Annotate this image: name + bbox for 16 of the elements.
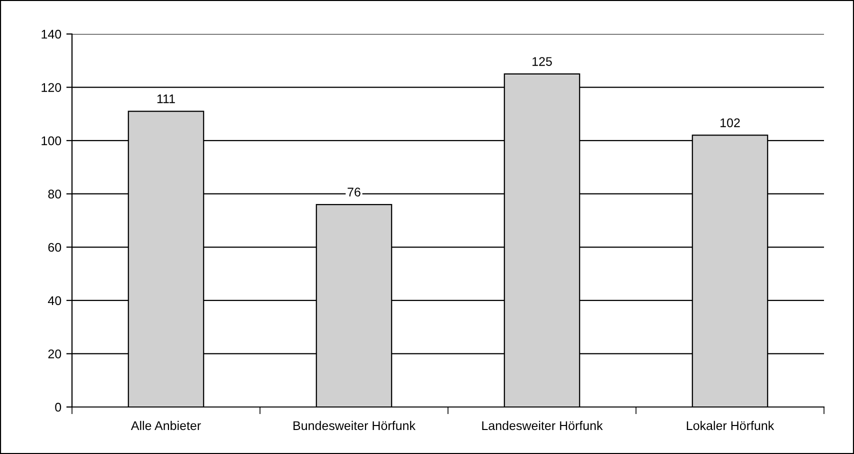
- data-label: 102: [720, 118, 740, 128]
- x-tick-label: Bundesweiter Hörfunk: [294, 420, 416, 430]
- y-tick-label: 100: [42, 136, 62, 146]
- y-tick-label: 40: [48, 296, 62, 306]
- y-tick-label: 60: [48, 242, 62, 252]
- y-tick-label: 120: [42, 83, 62, 92]
- y-tick-label: 80: [48, 190, 62, 199]
- y-tick-label: 140: [42, 30, 62, 39]
- x-tick-label: Lokaler Hörfunk: [686, 420, 774, 430]
- x-tick-label: Alle Anbieter: [130, 420, 201, 430]
- x-tick-label: Landesweiter Hörfunk: [482, 420, 603, 430]
- y-tick-label: 0: [55, 402, 62, 412]
- data-label: 125: [532, 57, 552, 66]
- data-label: 76: [348, 188, 360, 196]
- data-label: 111: [157, 94, 175, 104]
- y-tick-label: 20: [48, 350, 62, 358]
